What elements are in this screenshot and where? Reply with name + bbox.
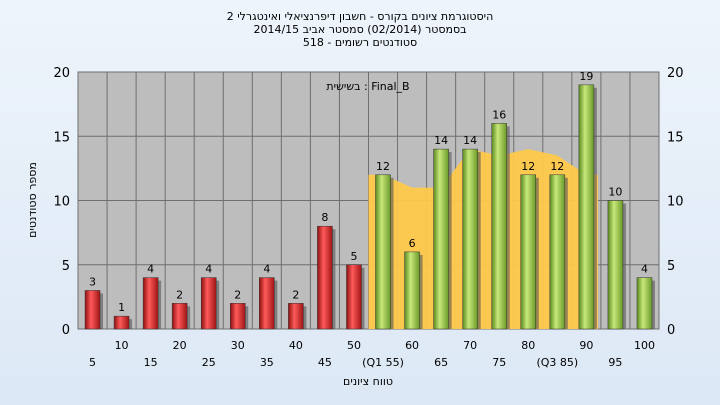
chart-subtitle-semester: בסמסטר (02/2014) סמסטר אביב 2014/15	[253, 23, 467, 36]
bar	[259, 277, 275, 330]
bar	[230, 303, 246, 330]
x-tick-label: 50	[347, 339, 361, 352]
bar-value-label: 14	[434, 134, 448, 147]
bar	[404, 251, 420, 330]
bar	[520, 174, 537, 330]
x-tick-label: 25	[202, 356, 216, 369]
bar	[578, 84, 595, 330]
bar	[636, 277, 653, 330]
y-tick-label-right: 10	[667, 195, 684, 210]
x-tick-label: 80	[521, 339, 535, 352]
x-tick-label: 5	[89, 356, 96, 369]
y-tick-label-left: 15	[53, 130, 70, 145]
bar-value-label: 8	[321, 211, 328, 224]
bar-value-label: 12	[550, 160, 564, 173]
x-tick-label: 45	[318, 356, 332, 369]
y-tick-label-left: 5	[62, 259, 70, 274]
y-tick-label-right: 15	[667, 130, 684, 145]
x-tick-label: 35	[260, 356, 274, 369]
x-tick-label: 65	[434, 356, 448, 369]
bar-value-label: 2	[234, 288, 241, 301]
bar-value-label: 4	[147, 263, 154, 276]
bar	[491, 123, 507, 330]
bar	[84, 290, 101, 330]
y-tick-label-left: 10	[53, 195, 70, 210]
bar-value-label: 12	[521, 160, 535, 173]
bar-value-label: 10	[608, 186, 622, 199]
bar-value-label: 14	[463, 134, 477, 147]
bar-value-label: 5	[350, 250, 357, 263]
x-tick-label: 95	[608, 356, 622, 369]
bar-value-label: 4	[205, 263, 212, 276]
y-tick-label-right: 0	[667, 323, 675, 338]
bar-value-label: 2	[176, 288, 183, 301]
bar	[142, 277, 159, 330]
y-tick-label-right: 5	[667, 259, 675, 274]
chart-title: היסטוגרמת ציונים בקורס - חשבון דיפרנציאל…	[226, 10, 494, 23]
bar	[549, 174, 566, 330]
bar-value-label: 1	[118, 301, 125, 314]
x-tick-label: 60	[405, 339, 419, 352]
chart-subtitle-students: 518 - סטודנטים רשומים	[302, 36, 418, 49]
chart-annotation: בשישית : Final_B	[326, 80, 409, 93]
y-tick-label-left: 20	[53, 66, 70, 81]
y-axis-label: מספר סטודנטים	[26, 162, 39, 238]
chart-titles: היסטוגרמת ציונים בקורס - חשבון דיפרנציאל…	[0, 10, 720, 49]
x-tick-label: 10	[115, 339, 129, 352]
bar-value-label: 16	[492, 108, 506, 121]
bar	[113, 315, 130, 330]
x-tick-label: (Q1 55)	[362, 356, 404, 369]
y-tick-label-right: 20	[667, 66, 684, 81]
y-tick-label-left: 0	[62, 323, 70, 338]
bar-value-label: 12	[376, 160, 390, 173]
x-tick-label: 40	[289, 339, 303, 352]
bar	[200, 277, 217, 330]
x-tick-label: 70	[463, 339, 477, 352]
bar	[288, 303, 304, 330]
bar-value-label: 6	[409, 237, 416, 250]
x-tick-label: 20	[173, 339, 187, 352]
bar-value-label: 4	[263, 263, 270, 276]
x-tick-label: 15	[144, 356, 158, 369]
x-axis-label: טווח ציונים	[343, 375, 393, 388]
x-tick-label: 30	[231, 339, 245, 352]
bar	[433, 148, 449, 330]
bar	[346, 264, 362, 330]
bar-value-label: 3	[89, 275, 96, 288]
bar	[607, 200, 624, 330]
bar-value-label: 4	[641, 263, 648, 276]
x-tick-label: 75	[492, 356, 506, 369]
x-tick-label: (Q3 85)	[536, 356, 578, 369]
x-tick-label: 90	[579, 339, 593, 352]
bar-value-label: 2	[292, 288, 299, 301]
bar	[317, 225, 333, 330]
iqr-band	[368, 149, 598, 329]
bar	[462, 148, 478, 330]
bar-value-label: 19	[579, 70, 593, 83]
x-tick-label: 100	[634, 339, 655, 352]
bar	[375, 174, 391, 330]
bar	[171, 303, 188, 330]
